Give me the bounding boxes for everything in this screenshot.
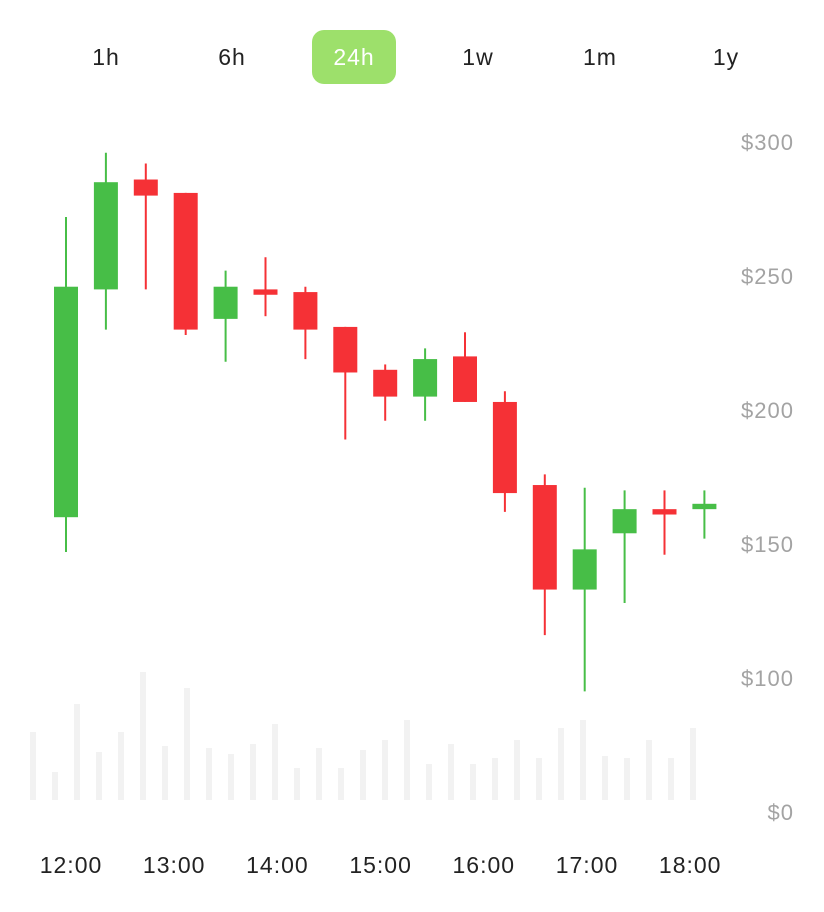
- candle-body: [173, 192, 198, 330]
- x-tick-label: 14:00: [246, 852, 309, 878]
- volume-bar: [690, 728, 696, 800]
- volume-bars: [30, 672, 696, 800]
- volume-bar: [580, 720, 586, 800]
- volume-bar: [602, 756, 608, 800]
- tab-1h[interactable]: 1h: [92, 44, 120, 70]
- volume-bar: [206, 748, 212, 800]
- candle: [213, 270, 238, 362]
- candle-body: [333, 326, 358, 373]
- volume-bar: [646, 740, 652, 800]
- candle: [333, 326, 358, 440]
- y-tick-label: $150: [741, 532, 794, 557]
- x-tick-label: 17:00: [556, 852, 619, 878]
- candle-body: [612, 509, 637, 534]
- candle-body: [413, 359, 438, 397]
- volume-bar: [624, 758, 630, 800]
- volume-bar: [228, 754, 234, 800]
- candle-body: [213, 286, 238, 319]
- tab-1y[interactable]: 1y: [712, 44, 740, 70]
- volume-zero-label: $0: [768, 800, 794, 825]
- x-tick-label: 15:00: [349, 852, 412, 878]
- candle-body: [532, 485, 557, 590]
- candle: [572, 487, 597, 692]
- x-tick-label: 12:00: [40, 852, 103, 878]
- volume-bar: [316, 748, 322, 800]
- tab-1w[interactable]: 1w: [462, 44, 494, 70]
- volume-bar: [338, 768, 344, 800]
- tab-6h[interactable]: 6h: [218, 44, 246, 70]
- candle: [293, 286, 318, 360]
- candle: [652, 490, 677, 555]
- candle: [253, 257, 278, 317]
- candle: [612, 490, 637, 603]
- volume-bar: [118, 732, 124, 800]
- x-tick-label: 18:00: [659, 852, 722, 878]
- volume-bar: [96, 752, 102, 800]
- candle: [133, 163, 158, 290]
- volume-bar: [668, 758, 674, 800]
- y-tick-label: $100: [741, 666, 794, 691]
- volume-bar: [536, 758, 542, 800]
- candle: [373, 364, 398, 421]
- volume-bar: [426, 764, 432, 800]
- volume-bar: [162, 746, 168, 800]
- tab-1m[interactable]: 1m: [583, 44, 617, 70]
- candle: [532, 474, 557, 636]
- volume-bar: [294, 768, 300, 800]
- volume-bar: [558, 728, 564, 800]
- candles: [54, 152, 717, 692]
- candle-body: [692, 503, 717, 510]
- tab-24h[interactable]: 24h: [312, 30, 396, 84]
- x-axis: 12:00 13:00 14:00 15:00 16:00 17:00 18:00: [40, 852, 722, 878]
- candle: [93, 152, 118, 330]
- volume-bar: [514, 740, 520, 800]
- x-tick-label: 16:00: [453, 852, 516, 878]
- candle-body: [492, 401, 517, 494]
- candle: [54, 217, 78, 553]
- volume-bar: [382, 740, 388, 800]
- candle: [492, 391, 517, 512]
- volume-bar: [404, 720, 410, 800]
- candle: [692, 490, 717, 539]
- volume-bar: [448, 744, 454, 800]
- volume-bar: [470, 764, 476, 800]
- candle-body: [652, 509, 677, 515]
- candle: [453, 332, 477, 402]
- candle-body: [93, 182, 118, 290]
- candle-body: [453, 356, 477, 402]
- y-tick-label: $250: [741, 264, 794, 289]
- volume-bar: [74, 704, 80, 800]
- volume-bar: [492, 758, 498, 800]
- candle-body: [293, 292, 318, 330]
- candle-body: [373, 369, 398, 397]
- volume-bar: [272, 724, 278, 800]
- candle: [173, 192, 198, 335]
- volume-bar: [52, 772, 58, 800]
- candle-body: [133, 179, 158, 196]
- candle-body: [253, 289, 278, 295]
- y-axis: $300 $250 $200 $150 $100 $0: [741, 130, 794, 825]
- candle-body: [54, 286, 78, 518]
- candle: [413, 348, 438, 421]
- x-tick-label: 13:00: [143, 852, 206, 878]
- time-range-tabs: 1h 6h 24h 1w 1m 1y: [0, 30, 824, 84]
- volume-bar: [30, 732, 36, 800]
- y-tick-label: $200: [741, 398, 794, 423]
- volume-bar: [360, 750, 366, 800]
- volume-bar: [184, 688, 190, 800]
- candle-body: [572, 549, 597, 590]
- y-tick-label: $300: [741, 130, 794, 155]
- volume-bar: [140, 672, 146, 800]
- volume-bar: [250, 744, 256, 800]
